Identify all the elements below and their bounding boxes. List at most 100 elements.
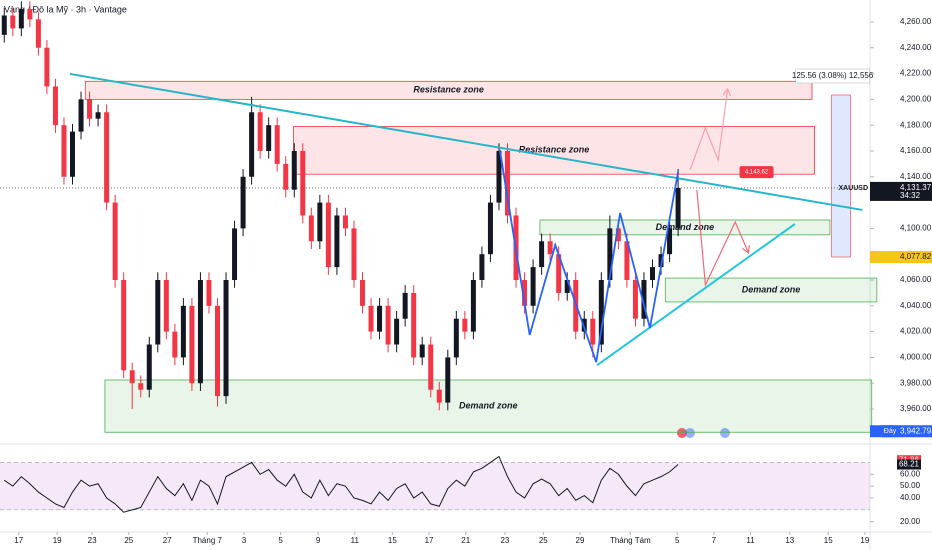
candle-body [18, 9, 24, 29]
candle-body [266, 125, 272, 151]
candle-body [112, 202, 118, 280]
x-tick-label: 15 [824, 536, 833, 545]
zone-label: Demand zone [656, 222, 715, 232]
x-tick-label: 19 [860, 536, 869, 545]
x-tick-label: 11 [746, 536, 755, 545]
zone-label: Resistance zone [413, 85, 484, 95]
candle-body [27, 9, 33, 20]
chart-title: Vàng / Đô la Mỹ · 3h · Vantage [4, 4, 127, 14]
y-tick-label: 4,000.00 [900, 353, 932, 362]
candle-body [658, 254, 664, 268]
symbol-label: XAUUSD [838, 185, 868, 192]
zone [539, 219, 831, 236]
rsi-y-tick-label: 50.00 [900, 481, 921, 490]
pattern-line [498, 149, 679, 363]
x-tick-label: 3 [242, 536, 247, 545]
y-tick-label: 4,180.00 [900, 120, 932, 129]
x-tick-label: 21 [461, 536, 470, 545]
event-icons [677, 428, 730, 438]
candle-body [581, 318, 587, 332]
candle-body [215, 305, 220, 397]
candle-body [479, 254, 485, 280]
y-tick-label: 4,140.00 [900, 172, 932, 181]
measure-label-bg [795, 68, 870, 84]
candle-body [624, 241, 630, 280]
candle-body [522, 280, 528, 306]
candle-body [641, 280, 647, 319]
candle-body [70, 131, 75, 177]
y-tick-label: 4,240.00 [900, 43, 932, 52]
x-tick-label: 27 [163, 536, 172, 545]
candle-body [402, 292, 408, 319]
candle-body [300, 150, 306, 216]
x-tick-label: 17 [425, 536, 434, 545]
candle-body [197, 280, 203, 384]
candle-body [240, 176, 246, 229]
candle-body [232, 228, 238, 280]
zone [664, 277, 878, 303]
candle-body [206, 280, 212, 306]
candle-body [598, 280, 604, 345]
trendline [69, 72, 863, 211]
zone-label: Resistance zone [519, 145, 590, 155]
candle-body [675, 187, 681, 229]
candle-body [180, 305, 186, 358]
candle-body [530, 267, 536, 306]
y-tick-label: 4,260.00 [900, 17, 932, 26]
candle-body [607, 228, 613, 280]
y-tick-label: 4,160.00 [900, 146, 932, 155]
price-tag-bg [870, 251, 932, 264]
x-tick-label: 25 [539, 536, 548, 545]
candle-body [632, 280, 638, 319]
candle-body [487, 202, 493, 255]
candle-body [419, 344, 425, 358]
x-tick-label: Tháng Tám [610, 536, 651, 545]
candle-body [249, 112, 255, 177]
candle-body [155, 280, 161, 345]
candle-body [496, 150, 502, 203]
candle-body [223, 280, 229, 397]
candle-body [556, 254, 562, 293]
candle-body [121, 280, 127, 371]
x-tick-label: 7 [712, 536, 717, 545]
rsi-y-tick-label: 60.00 [900, 469, 921, 478]
candle-body [61, 125, 67, 177]
zone [84, 80, 813, 100]
x-tick-label: 29 [576, 536, 585, 545]
x-tick-label: 13 [785, 536, 794, 545]
candle-body [342, 215, 348, 229]
candle-body [163, 280, 169, 332]
y-tick-label: 4,200.00 [900, 94, 932, 103]
y-tick-label: 3,960.00 [900, 404, 932, 413]
candle-body [172, 331, 178, 358]
zone [293, 126, 815, 175]
candle-body [360, 280, 365, 306]
x-tick-label: 19 [53, 536, 62, 545]
price-tag-name-bg [882, 425, 898, 438]
x-tick-label: 23 [88, 536, 97, 545]
rsi-line [3, 455, 679, 513]
zone [104, 379, 873, 433]
candle-body [334, 215, 340, 268]
candle-body [436, 389, 442, 403]
candle-body [291, 150, 297, 190]
candle-body [274, 125, 280, 164]
candle-body [10, 15, 16, 29]
measure-label: 125.56 (3.08%) 12,556 [792, 71, 874, 80]
candle-body [138, 383, 144, 390]
candle-body [146, 344, 152, 390]
target-tag-bg [739, 166, 774, 179]
zone-label: Demand zone [459, 401, 518, 411]
rsi-y-tick-label: 40.00 [900, 493, 921, 502]
price-tag-name: Đáy [884, 428, 897, 435]
candle-body [650, 267, 655, 280]
x-tick-label: 11 [351, 536, 360, 545]
candle-body [52, 86, 58, 126]
x-tick-label: Tháng 7 [193, 536, 223, 545]
y-tick-label: 4,220.00 [900, 69, 932, 78]
y-tick-label: 4,060.00 [900, 275, 932, 284]
candle-body [505, 150, 510, 216]
candle-body [445, 357, 451, 403]
last-price-bg [870, 181, 932, 201]
